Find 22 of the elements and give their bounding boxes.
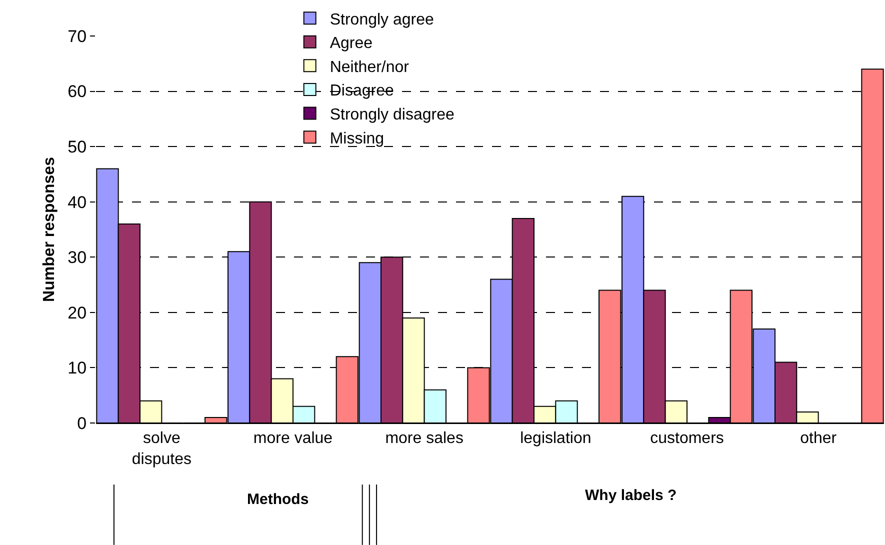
legend-label: Missing <box>330 130 384 148</box>
x-tick-label: more value <box>253 430 333 448</box>
x-tick-label: more sales <box>385 430 464 448</box>
text: Methods <box>247 491 309 508</box>
y-tick-label: 40 <box>68 192 87 212</box>
x-tick-label: legislation <box>520 430 592 448</box>
text: Why labels ? <box>585 487 677 504</box>
y-tick-label: 50 <box>68 138 87 157</box>
legend-label: Neither/nor <box>330 58 410 76</box>
y-tick-label: 20 <box>68 303 87 322</box>
y-tick-label: 70 <box>68 26 87 46</box>
legend-label: Strongly agree <box>330 11 434 28</box>
legend-label: Agree <box>330 35 373 52</box>
y-axis-title: Number responses <box>41 156 58 302</box>
y-tick-label: 0 <box>77 414 87 433</box>
x-tick-label: customers <box>650 430 724 448</box>
x-tick-label: other <box>800 430 838 448</box>
y-tick-label: 10 <box>68 358 87 378</box>
legend-label: Strongly disagree <box>330 106 454 124</box>
y-tick-label: 30 <box>68 248 87 268</box>
y-tick-label: 60 <box>68 82 87 102</box>
x-tick-label: solve disputes <box>132 430 192 468</box>
